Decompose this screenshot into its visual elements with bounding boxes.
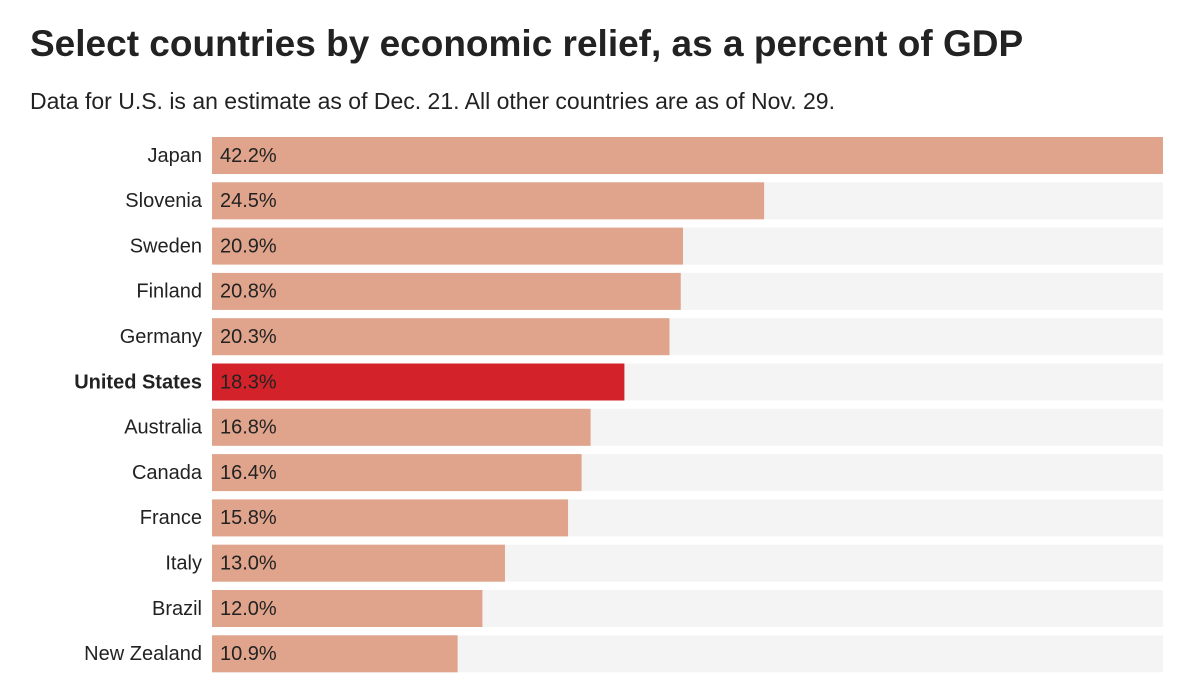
category-label: Finland [136,281,202,303]
bar [212,182,765,220]
category-label: Sweden [130,235,202,257]
category-label: Brazil [152,598,202,620]
category-label: Germany [120,326,202,348]
bar [212,635,458,673]
category-label: Japan [148,145,203,167]
category-label: Canada [132,462,203,484]
value-label: 12.0% [220,598,277,620]
bar [212,454,582,492]
value-label: 42.2% [220,145,277,167]
bar [212,272,681,310]
bar [212,363,625,401]
value-label: 24.5% [220,190,277,212]
bar [212,544,505,582]
bar [212,499,569,537]
value-label: 15.8% [220,507,277,529]
category-label: Slovenia [125,190,203,212]
value-label: 20.8% [220,281,277,303]
chart-title: Select countries by economic relief, as … [30,23,1023,64]
chart-subtitle: Data for U.S. is an estimate as of Dec. … [30,88,835,114]
value-label: 20.3% [220,326,277,348]
value-label: 16.4% [220,462,277,484]
category-label: Italy [165,552,202,574]
value-label: 20.9% [220,235,277,257]
value-label: 10.9% [220,643,277,665]
category-label: United States [74,371,202,393]
bar [212,227,683,265]
value-label: 16.8% [220,417,277,439]
bar [212,318,670,356]
category-label: New Zealand [84,643,202,665]
category-label: Australia [124,417,203,439]
category-label: France [140,507,202,529]
value-label: 18.3% [220,371,277,393]
bar [212,137,1163,174]
value-label: 13.0% [220,552,277,574]
bar [212,590,483,627]
bar [212,408,591,446]
